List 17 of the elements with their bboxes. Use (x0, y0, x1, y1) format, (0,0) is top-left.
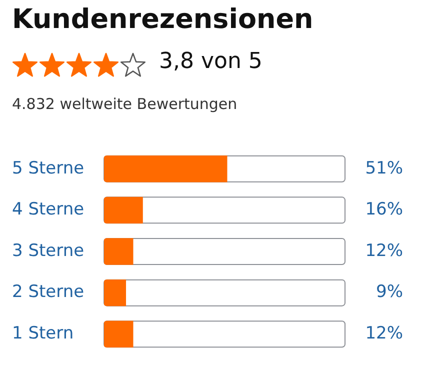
bar (104, 238, 134, 265)
y-tick-label: 2 Sterne (12, 282, 84, 302)
data-label: 12% (365, 240, 403, 261)
chart-title: Kundenrezensionen (12, 4, 314, 35)
y-tick-label: 5 Sterne (12, 158, 84, 178)
data-label: 51% (365, 158, 403, 178)
data-label: 16% (365, 200, 403, 220)
chart-subtitle: 3,8 von 5 (159, 49, 262, 74)
y-tick-label: 1 Stern (12, 324, 74, 344)
data-label: 9% (376, 282, 403, 302)
bar (104, 320, 134, 348)
bar (104, 279, 126, 306)
bar (104, 196, 143, 224)
data-label: 12% (365, 324, 403, 344)
text: 4.832 weltweite Bewertungen (12, 95, 238, 113)
y-tick-label: 4 Sterne (12, 200, 84, 220)
y-tick-label: 3 Sterne (12, 240, 84, 261)
